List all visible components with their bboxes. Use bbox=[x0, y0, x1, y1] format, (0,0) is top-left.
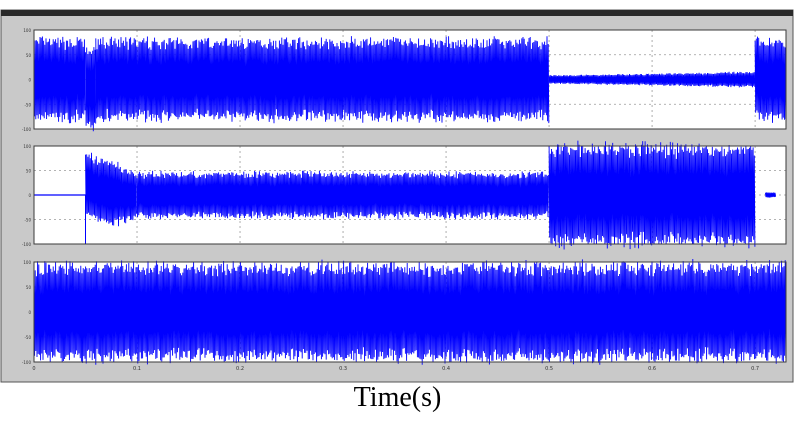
y-tick-label: 0 bbox=[28, 193, 31, 198]
trace-segment bbox=[764, 192, 777, 198]
trace-segment bbox=[85, 152, 137, 227]
trace-segment bbox=[548, 71, 756, 88]
y-tick-label: 0 bbox=[28, 310, 31, 315]
y-tick-label: 50 bbox=[26, 169, 32, 174]
trace-segment bbox=[95, 36, 550, 124]
scope-panel-2: 100 50 0 -50 -100 bbox=[22, 140, 787, 250]
y-tick-label: 0 bbox=[28, 78, 31, 83]
y-tick-label: -50 bbox=[24, 102, 31, 107]
trace-segment bbox=[136, 170, 550, 220]
scope-panel-3: 100 50 0 -50 -100 bbox=[22, 258, 787, 365]
x-tick-label: 0.3 bbox=[339, 366, 347, 372]
plot-border bbox=[33, 261, 787, 363]
scope-panel-1: 100 50 0 -50 -100 bbox=[22, 28, 787, 132]
x-tick-label: 0.6 bbox=[648, 366, 656, 372]
trace-segment bbox=[33, 36, 86, 124]
trace-segment bbox=[548, 140, 756, 250]
x-tick-label: 0.7 bbox=[751, 366, 759, 372]
scope-top-bar bbox=[1, 10, 793, 16]
y-tick-label: 50 bbox=[26, 285, 32, 290]
trace-segment bbox=[33, 258, 787, 365]
x-tick-label: 0.2 bbox=[236, 366, 244, 372]
plot-border bbox=[33, 145, 787, 245]
plot-border bbox=[33, 29, 787, 130]
y-tick-label: 100 bbox=[23, 144, 31, 149]
y-tick-label: -100 bbox=[22, 127, 32, 132]
y-tick-label: 100 bbox=[23, 28, 31, 33]
y-tick-label: -100 bbox=[22, 360, 32, 365]
x-tick-label: 0.5 bbox=[545, 366, 553, 372]
y-tick-label: 50 bbox=[26, 53, 32, 58]
x-tick-label: 0.4 bbox=[442, 366, 450, 372]
x-tick-label: 0.1 bbox=[133, 366, 141, 372]
y-tick-label: -50 bbox=[24, 218, 31, 223]
y-tick-label: -100 bbox=[22, 242, 32, 247]
x-tick-label: 0 bbox=[32, 366, 35, 372]
trace-segment bbox=[754, 36, 787, 123]
trace-segment bbox=[85, 47, 97, 132]
y-tick-label: -50 bbox=[24, 335, 31, 340]
x-axis-label: Time(s) bbox=[353, 382, 442, 413]
y-tick-label: 100 bbox=[23, 260, 31, 265]
